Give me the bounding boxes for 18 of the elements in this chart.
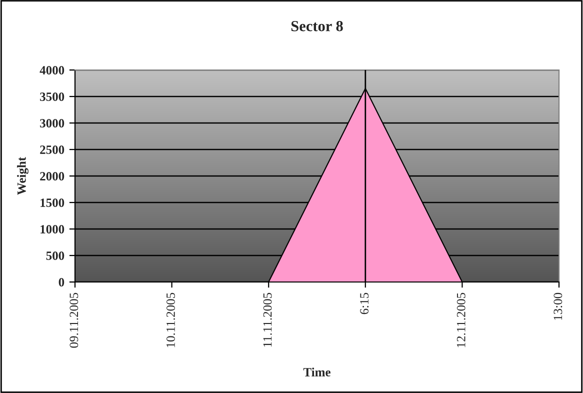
x-tick-label: 10.11.2005 — [166, 292, 175, 348]
y-tick-label: 2500 — [40, 146, 64, 154]
x-tick-label: 6:15 — [360, 292, 369, 314]
x-tick-label: 13:00 — [554, 292, 562, 320]
y-tick-label: 0 — [58, 278, 64, 286]
x-axis-title: Time — [303, 368, 330, 376]
y-tick-label: 500 — [46, 252, 64, 260]
y-tick-label: 3500 — [40, 92, 64, 101]
y-tick-label: 1000 — [40, 225, 64, 234]
y-tick-label: 1500 — [40, 198, 64, 207]
x-tick-label: 11.11.2005 — [263, 292, 272, 347]
y-tick-label: 4000 — [40, 66, 64, 74]
y-tick-label: 3000 — [40, 119, 64, 128]
x-tick-label: 09.11.2005 — [70, 292, 78, 348]
y-axis-title: Weight — [17, 156, 28, 195]
y-tick-label: 2000 — [40, 172, 64, 180]
chart-title: Sector 8 — [291, 20, 343, 32]
x-tick-label: 12.11.2005 — [456, 292, 466, 348]
